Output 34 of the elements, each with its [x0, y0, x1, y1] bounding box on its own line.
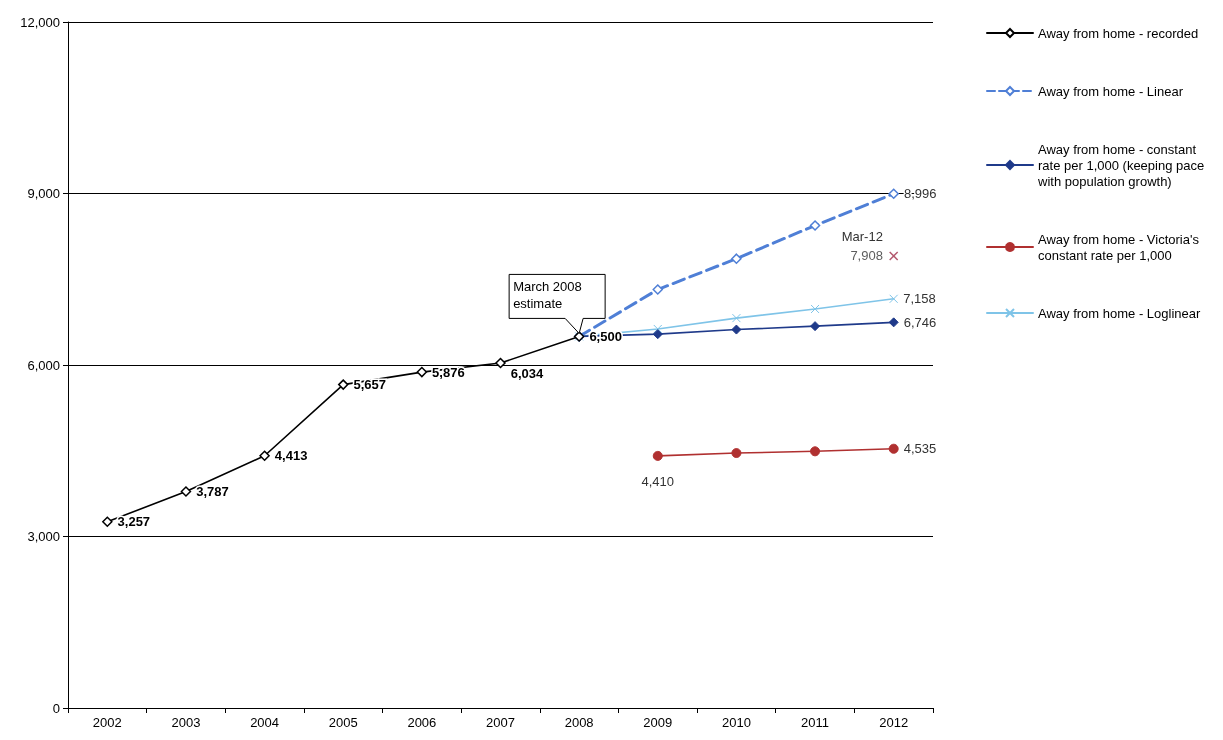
legend-label: Away from home - Loglinear	[1038, 305, 1202, 321]
x-tick-label: 2002	[92, 715, 122, 730]
x-tick-label: 2012	[879, 715, 909, 730]
data-label: 7,158	[903, 291, 936, 307]
y-tick-label: 12,000	[20, 14, 60, 30]
y-tick-label: 3,000	[27, 529, 60, 544]
x-tick-label: 2004	[250, 715, 280, 730]
x-tick-label: 2009	[643, 715, 673, 730]
data-label: 6,746	[903, 314, 937, 330]
x-tick-label: 2006	[407, 715, 437, 730]
legend-label: Away from home - Linear	[1038, 83, 1184, 99]
x-tick-label: 2008	[564, 715, 594, 730]
data-label: 5,876	[432, 364, 465, 380]
data-label: 5,657	[353, 377, 387, 393]
y-tick-label: 9,000	[27, 186, 60, 201]
x-tick-label: 2011	[801, 715, 830, 730]
x-tick-label: 2003	[171, 715, 201, 730]
x-tick-label: 2007	[486, 715, 515, 730]
legend-label: Away from home - recorded	[1038, 25, 1199, 41]
y-tick-label: 0	[52, 700, 60, 716]
data-label: 4,413	[274, 448, 308, 464]
legend-label: Away from home - constant rate per 1,000 (keeping pace with population growth)	[1037, 141, 1208, 189]
data-label: 4,410	[641, 473, 675, 489]
data-label: 7,908	[850, 248, 883, 264]
data-label: 6,034	[510, 365, 545, 381]
data-label: 3,787	[196, 484, 229, 500]
x-tick-label: 2005	[328, 715, 358, 730]
y-tick-label: 6,000	[27, 357, 60, 373]
annotation: March 2008 estimate	[513, 279, 582, 312]
data-label: 3,257	[117, 514, 151, 530]
annotation: Mar-12	[841, 228, 883, 244]
x-tick-label: 2010	[721, 715, 751, 730]
legend-label: Away from home - Victoria's constant rate per 1,000	[1038, 231, 1203, 263]
data-label: 4,535	[903, 441, 937, 457]
